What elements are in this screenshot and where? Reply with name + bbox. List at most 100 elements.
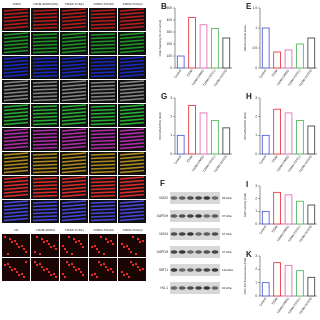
fiber [32, 95, 58, 98]
fiber [3, 80, 29, 84]
protein-label: GAPDH [157, 214, 169, 218]
column-header: T2DM+TCF(M) [93, 2, 113, 6]
fiber [32, 60, 58, 64]
fiber [32, 40, 58, 43]
fiber [61, 118, 87, 122]
fiber [3, 111, 29, 115]
panel-letter: K [246, 250, 252, 259]
fiber [3, 35, 29, 40]
bar [188, 17, 196, 69]
fiber [61, 169, 87, 174]
fiber [61, 145, 87, 150]
cell-dot [134, 262, 138, 266]
protein-label: SIRT1 [159, 268, 168, 272]
fiber [3, 39, 29, 43]
fiber [61, 200, 87, 204]
fiber [90, 160, 116, 163]
micrograph-tile [118, 234, 146, 257]
fiber [119, 8, 145, 12]
x-tick-label: Control [173, 68, 182, 78]
cell-dot [129, 250, 133, 254]
fiber [90, 23, 116, 26]
y-tick-label: 0.5 [253, 46, 258, 50]
fiber [90, 215, 116, 218]
fiber [32, 9, 58, 12]
bar [199, 24, 208, 69]
fiber [3, 15, 29, 19]
fiber [61, 97, 87, 102]
band [170, 214, 178, 218]
cell-dot [127, 275, 131, 279]
x-tick-label: Control [258, 68, 267, 78]
fiber [32, 88, 58, 91]
fiber [61, 80, 87, 84]
fiber [61, 70, 87, 74]
y-tick-label: 2 [255, 197, 257, 201]
band [178, 286, 186, 290]
fiber [32, 136, 58, 139]
x-tick-label: T2DM [271, 154, 279, 163]
fiber [32, 12, 58, 16]
fiber [3, 138, 29, 143]
fiber [90, 187, 116, 191]
band [187, 268, 194, 272]
fiber [61, 159, 87, 163]
fiber [90, 180, 116, 184]
fiber [3, 176, 29, 180]
fiber [32, 26, 58, 30]
fiber [119, 190, 145, 194]
fiber [61, 104, 87, 108]
panel-letter: G [161, 92, 167, 101]
fiber [119, 200, 145, 204]
fiber [119, 59, 145, 64]
bar [199, 112, 208, 155]
fiber [32, 122, 58, 126]
x-tick-label: T2DM [271, 68, 279, 77]
y-tick-label: 1 [255, 281, 257, 285]
y-tick-label: 0 [170, 66, 172, 70]
fiber [32, 153, 58, 156]
x-tick-label: Control [173, 154, 182, 164]
fiber [3, 193, 29, 198]
y-tick-label: 1 [170, 133, 172, 137]
band [211, 196, 219, 200]
fiber [119, 32, 145, 36]
band [178, 250, 186, 254]
fiber [32, 204, 58, 208]
fiber [32, 187, 58, 191]
cell-dot [52, 272, 56, 276]
cell-dot [3, 263, 7, 267]
fiber [119, 138, 145, 143]
y-tick-label: 0 [255, 222, 257, 226]
fiber [90, 43, 116, 47]
fiber [32, 74, 58, 78]
bar [284, 112, 293, 155]
cell-dot [79, 270, 83, 274]
fiber [61, 128, 87, 132]
fiber [61, 203, 87, 208]
fiber [90, 33, 116, 36]
cell-dot [63, 247, 67, 251]
bar [296, 43, 304, 69]
fiber [3, 128, 29, 132]
fiber [3, 190, 29, 194]
fiber [3, 207, 29, 211]
kda-label: 110 kDa [222, 268, 233, 272]
cell-dot [54, 275, 58, 279]
kda-label: 32 kDa [222, 286, 232, 290]
fiber [3, 179, 29, 184]
cell-dot [13, 239, 17, 243]
fiber [61, 15, 87, 19]
fiber [61, 135, 87, 139]
band [187, 214, 194, 218]
fiber [119, 214, 145, 218]
fiber [32, 184, 58, 187]
fiber [119, 179, 145, 184]
fiber [119, 46, 145, 50]
cell-dot [127, 247, 131, 251]
bar [307, 204, 316, 225]
fiber [3, 66, 29, 71]
fiber [119, 152, 145, 156]
fiber [3, 18, 29, 23]
